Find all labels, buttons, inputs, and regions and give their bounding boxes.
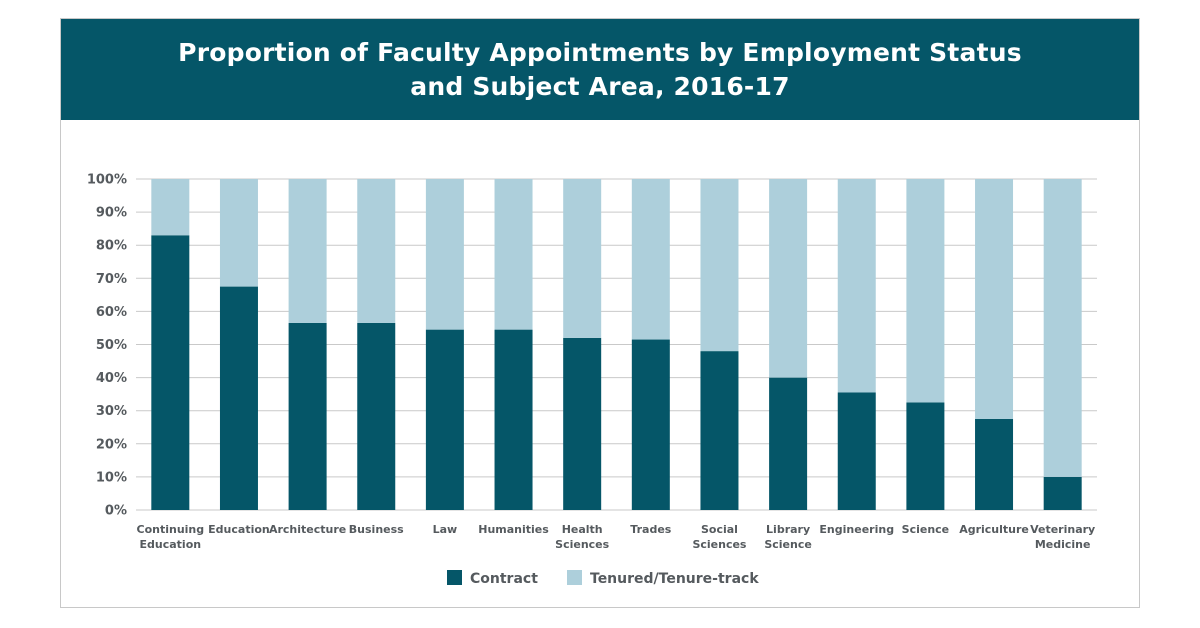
chart-header: Proportion of Faculty Appointments by Em… — [61, 19, 1139, 120]
bar-tenured — [494, 179, 533, 330]
bar-contract — [494, 329, 533, 510]
category-label: Engineering — [819, 523, 894, 536]
bar-tenured — [357, 179, 396, 323]
bar-contract — [769, 377, 808, 510]
category-label: Humanities — [478, 523, 549, 536]
bar-tenured — [769, 179, 808, 378]
bar-tenured — [700, 179, 739, 352]
y-tick-label: 100% — [87, 173, 127, 188]
category-label: Education — [208, 523, 270, 536]
bar-contract — [357, 322, 396, 510]
legend-swatch-tenured — [567, 570, 582, 585]
bar-contract — [975, 418, 1014, 510]
chart-title-line-2: and Subject Area, 2016-17 — [410, 71, 790, 101]
y-tick-label: 50% — [96, 338, 127, 353]
category-label: Sciences — [555, 538, 609, 551]
bar-tenured — [288, 179, 327, 323]
category-label: Architecture — [269, 523, 346, 536]
category-label: Sciences — [692, 538, 746, 551]
bar-contract — [906, 402, 945, 510]
category-label: Science — [902, 523, 950, 536]
category-label: Agriculture — [959, 523, 1029, 536]
bar-contract — [288, 322, 327, 510]
y-tick-label: 20% — [96, 437, 127, 452]
category-label: Education — [140, 538, 202, 551]
bar-tenured — [425, 179, 464, 330]
bar-tenured — [1043, 179, 1082, 477]
bar-tenured — [563, 179, 602, 338]
category-label: Business — [349, 523, 404, 536]
bar-contract — [151, 235, 190, 510]
y-tick-label: 0% — [105, 504, 127, 519]
bar-tenured — [151, 179, 190, 236]
bar-tenured — [219, 179, 258, 287]
category-label: Trades — [630, 523, 671, 536]
y-tick-label: 10% — [96, 470, 127, 485]
y-tick-label: 60% — [96, 305, 127, 320]
y-tick-label: 70% — [96, 272, 127, 287]
bar-contract — [563, 337, 602, 510]
category-label: Science — [764, 538, 812, 551]
bar-contract — [425, 329, 464, 510]
category-label: Law — [433, 523, 458, 536]
chart-title-line-1: Proportion of Faculty Appointments by Em… — [178, 37, 1022, 67]
category-label: Social — [701, 523, 738, 536]
bar-tenured — [837, 179, 876, 393]
y-tick-label: 90% — [96, 206, 127, 221]
bar-contract — [1043, 476, 1082, 510]
y-tick-label: 80% — [96, 239, 127, 254]
bar-contract — [837, 392, 876, 510]
bar-contract — [219, 286, 258, 510]
legend-label-tenured: Tenured/Tenure-track — [590, 571, 759, 587]
category-label: Library — [766, 523, 810, 536]
y-tick-label: 40% — [96, 371, 127, 386]
bar-contract — [631, 339, 670, 510]
category-label: Veterinary — [1030, 523, 1095, 536]
legend-swatch-contract — [447, 570, 462, 585]
bar-contract — [700, 351, 739, 510]
legend-label-contract: Contract — [470, 571, 538, 587]
bar-tenured — [906, 179, 945, 403]
category-label: Medicine — [1035, 538, 1091, 551]
category-label: Health — [562, 523, 603, 536]
y-tick-label: 30% — [96, 404, 127, 419]
category-label: Continuing — [137, 523, 205, 536]
bar-tenured — [631, 179, 670, 340]
bar-tenured — [975, 179, 1014, 419]
